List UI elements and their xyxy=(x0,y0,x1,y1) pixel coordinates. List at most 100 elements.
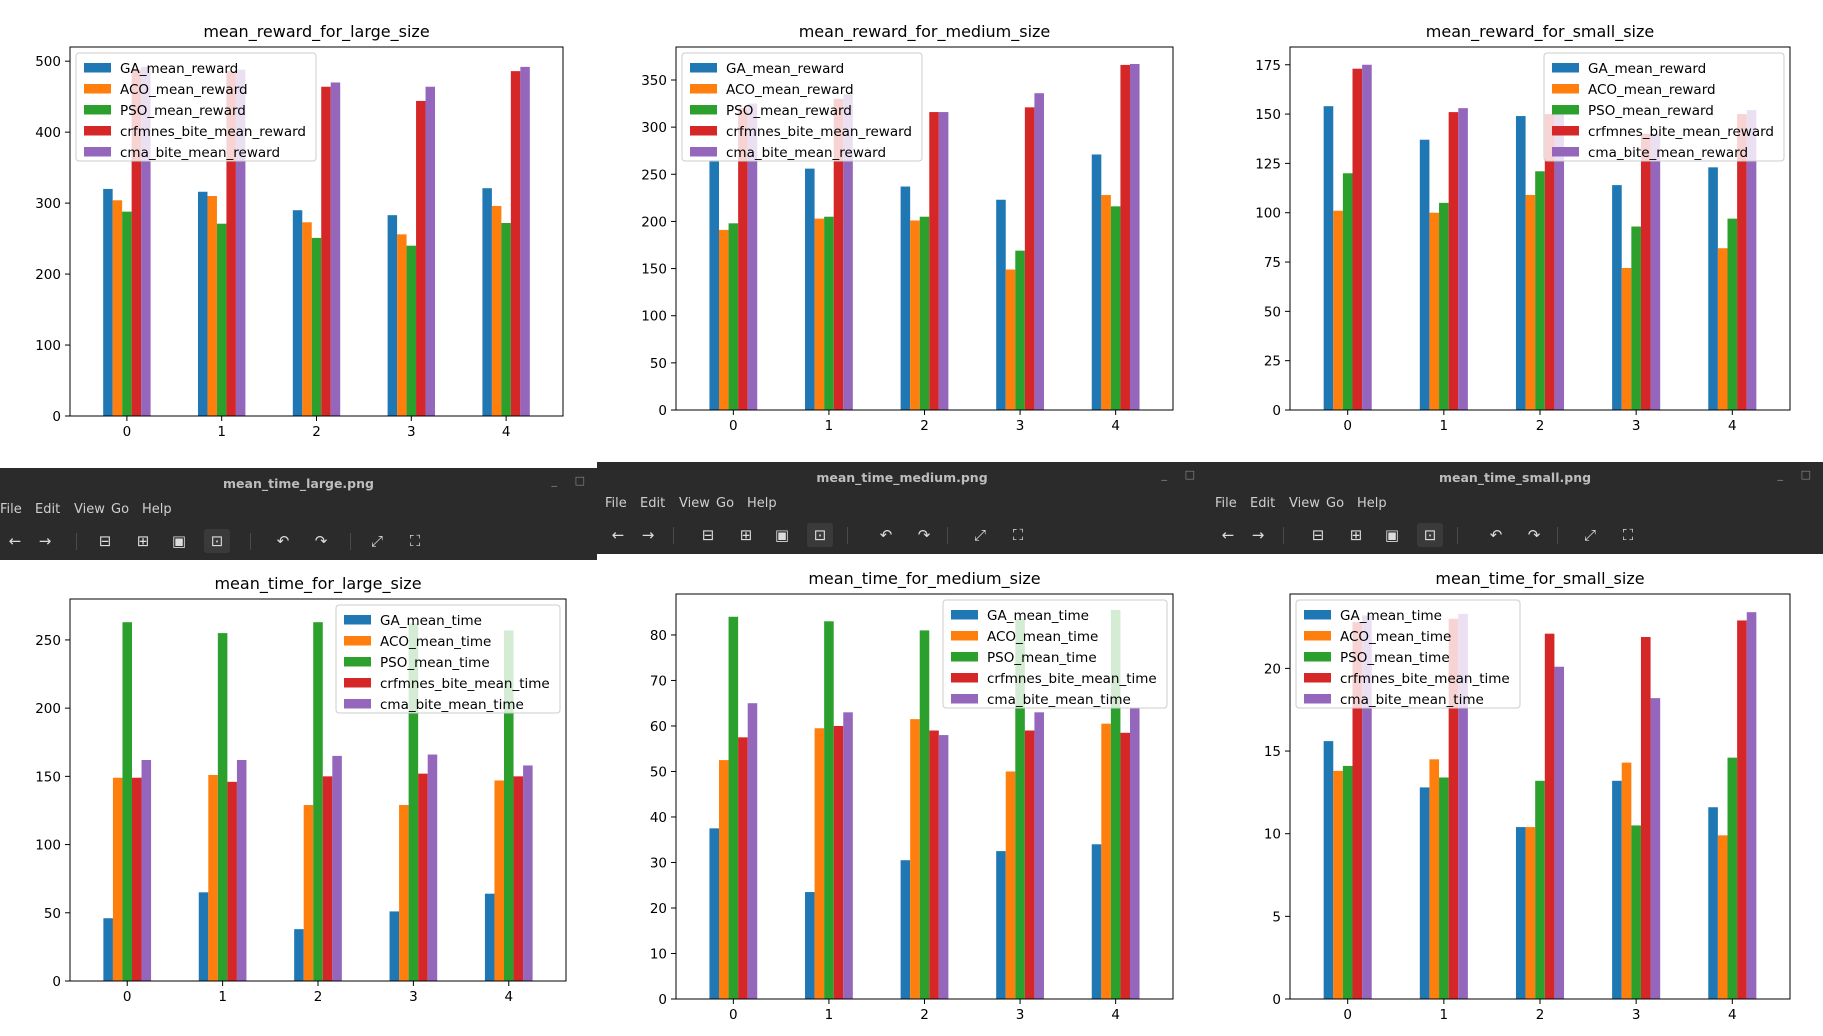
plot-area: mean_reward_for_large_size 0 100 200 300 400 5… xyxy=(0,0,597,468)
bar-GA_mean_time-4 xyxy=(1091,844,1102,999)
window-titlebar[interactable]: mean_time_medium.png _ □ xyxy=(597,462,1207,492)
bar-cma_bite_mean_reward-0 xyxy=(747,103,758,411)
legend-swatch xyxy=(690,147,717,157)
fullscreen-icon[interactable]: ⤢ xyxy=(370,532,383,550)
menu-edit[interactable]: Edit xyxy=(35,502,61,517)
menu-bar: File Edit View Go Help xyxy=(597,492,1207,516)
menu-file[interactable]: File xyxy=(605,496,627,511)
legend-swatch xyxy=(344,657,371,667)
slideshow-icon[interactable]: ⛶ xyxy=(1012,526,1024,544)
maximize-icon[interactable]: □ xyxy=(1184,468,1195,481)
menu-view[interactable]: View xyxy=(679,496,710,511)
x-tick-label: 0 xyxy=(123,989,132,1005)
y-tick-label: 350 xyxy=(641,73,667,89)
rotate-right-icon[interactable]: ↷ xyxy=(1527,526,1541,544)
zoom-out-icon[interactable]: ⊟ xyxy=(98,532,112,550)
bar-ACO_mean_reward-4 xyxy=(1717,248,1728,410)
rotate-right-icon[interactable]: ↷ xyxy=(917,526,931,544)
back-icon[interactable]: ← xyxy=(611,526,625,544)
menu-help[interactable]: Help xyxy=(142,502,172,517)
legend-entry: ACO_mean_reward xyxy=(1588,82,1716,98)
window-titlebar[interactable]: mean_time_small.png _ □ xyxy=(1207,462,1823,492)
menu-edit[interactable]: Edit xyxy=(1250,496,1276,511)
menu-edit[interactable]: Edit xyxy=(640,496,666,511)
rotate-left-icon[interactable]: ↶ xyxy=(1489,526,1503,544)
zoom-out-icon[interactable]: ⊟ xyxy=(701,526,715,544)
bar-chart: mean_time_for_small_size 0 5 10 15 20 0 1 2 3 4 GA_… xyxy=(1264,569,1791,1023)
y-tick-label: 500 xyxy=(35,54,61,70)
zoom-fit-icon[interactable]: ⊡ xyxy=(204,529,230,553)
plot-area: mean_time_for_large_size 0 50 100 150 200 250 0… xyxy=(0,572,597,1036)
toolbar: ← → ⊟ ⊞ ▣ ⊡ ↶ ↷ ⤢ ⛶ xyxy=(0,522,597,560)
menu-view[interactable]: View xyxy=(1289,496,1320,511)
rotate-right-icon[interactable]: ↷ xyxy=(314,532,328,550)
menu-view[interactable]: View xyxy=(74,502,105,517)
back-icon[interactable]: ← xyxy=(1221,526,1235,544)
y-tick-label: 100 xyxy=(35,338,61,354)
maximize-icon[interactable]: □ xyxy=(1800,468,1811,481)
y-tick-label: 175 xyxy=(1255,58,1281,74)
zoom-normal-icon[interactable]: ▣ xyxy=(171,532,187,550)
legend-entry: ACO_mean_time xyxy=(1340,629,1451,645)
y-tick-label: 100 xyxy=(641,309,667,325)
menu-go[interactable]: Go xyxy=(716,496,735,511)
x-tick-label: 1 xyxy=(1440,418,1449,434)
rotate-left-icon[interactable]: ↶ xyxy=(879,526,893,544)
forward-icon[interactable]: → xyxy=(641,526,655,544)
x-tick-label: 4 xyxy=(1111,418,1120,434)
zoom-fit-icon[interactable]: ⊡ xyxy=(1417,523,1443,547)
bar-GA_mean_reward-1 xyxy=(805,168,815,410)
maximize-icon[interactable]: □ xyxy=(574,474,585,487)
legend-swatch xyxy=(84,84,111,94)
bar-PSO_mean_time-2 xyxy=(919,630,930,999)
bar-cma_bite_mean_time-2 xyxy=(332,755,342,981)
menu-help[interactable]: Help xyxy=(1357,496,1387,511)
menu-help[interactable]: Help xyxy=(747,496,777,511)
minimize-icon[interactable]: _ xyxy=(1777,468,1784,481)
bar-GA_mean_time-3 xyxy=(389,911,400,981)
slideshow-icon[interactable]: ⛶ xyxy=(409,532,421,550)
window-titlebar[interactable]: mean_time_large.png _ □ xyxy=(0,468,597,498)
bar-PSO_mean_reward-2 xyxy=(1535,171,1545,410)
slideshow-icon[interactable]: ⛶ xyxy=(1622,526,1634,544)
zoom-in-icon[interactable]: ⊞ xyxy=(739,526,753,544)
zoom-fit-icon[interactable]: ⊡ xyxy=(807,523,833,547)
menu-file[interactable]: File xyxy=(1215,496,1237,511)
legend-swatch xyxy=(84,126,111,136)
bar-GA_mean_reward-3 xyxy=(387,215,398,416)
bar-ACO_mean_time-2 xyxy=(303,805,314,981)
legend-swatch xyxy=(951,694,978,704)
menu-go[interactable]: Go xyxy=(111,502,130,517)
minimize-icon[interactable]: _ xyxy=(1161,468,1168,481)
x-tick-label: 2 xyxy=(1536,418,1545,434)
bar-cma_bite_mean_reward-4 xyxy=(1129,63,1140,410)
legend-swatch xyxy=(84,105,111,115)
rotate-left-icon[interactable]: ↶ xyxy=(276,532,290,550)
zoom-in-icon[interactable]: ⊞ xyxy=(136,532,150,550)
bar-GA_mean_reward-0 xyxy=(1323,106,1334,410)
bar-GA_mean_time-0 xyxy=(709,828,720,999)
bar-ACO_mean_reward-1 xyxy=(814,218,825,410)
bar-PSO_mean_reward-1 xyxy=(824,216,834,410)
zoom-out-icon[interactable]: ⊟ xyxy=(1311,526,1325,544)
x-tick-label: 2 xyxy=(920,1007,929,1023)
zoom-normal-icon[interactable]: ▣ xyxy=(1384,526,1400,544)
fullscreen-icon[interactable]: ⤢ xyxy=(973,526,986,544)
back-icon[interactable]: ← xyxy=(8,532,22,550)
fullscreen-icon[interactable]: ⤢ xyxy=(1583,526,1596,544)
bar-PSO_mean_reward-0 xyxy=(1342,173,1353,410)
minimize-icon[interactable]: _ xyxy=(551,474,558,487)
legend-swatch xyxy=(84,63,111,73)
menu-file[interactable]: File xyxy=(0,502,22,517)
menu-go[interactable]: Go xyxy=(1326,496,1345,511)
zoom-normal-icon[interactable]: ▣ xyxy=(774,526,790,544)
bar-PSO_mean_reward-2 xyxy=(311,237,322,416)
forward-icon[interactable]: → xyxy=(38,532,52,550)
forward-icon[interactable]: → xyxy=(1251,526,1265,544)
legend: GA_mean_reward ACO_mean_reward PSO_mean_re… xyxy=(681,52,923,162)
bar-GA_mean_reward-4 xyxy=(1708,167,1718,410)
bar-cma_bite_mean_time-4 xyxy=(523,765,533,981)
y-tick-label: 250 xyxy=(641,167,667,183)
bar-crfmnes_bite_mean_time-0 xyxy=(132,777,142,981)
zoom-in-icon[interactable]: ⊞ xyxy=(1349,526,1363,544)
